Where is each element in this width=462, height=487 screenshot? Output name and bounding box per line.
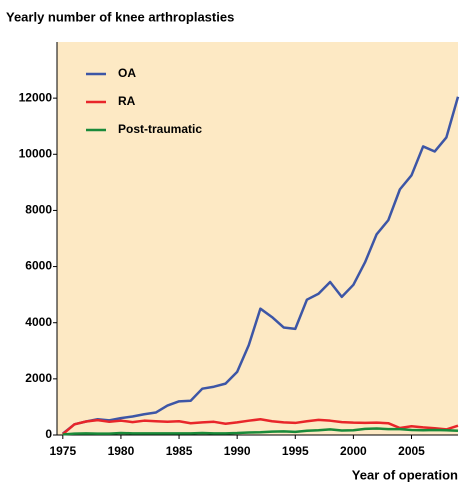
legend-label: Post-traumatic: [118, 122, 202, 136]
x-tick-label: 2000: [340, 444, 367, 458]
y-tick-label: 6000: [25, 259, 52, 273]
data-line: [62, 418, 459, 436]
legend-label: OA: [118, 66, 136, 80]
legend-label: RA: [118, 94, 136, 108]
data-line: [62, 427, 459, 436]
y-tick-label: 0: [45, 427, 52, 441]
chart-title: Yearly number of knee arthroplasties: [6, 9, 234, 24]
x-tick-label: 1995: [282, 444, 309, 458]
x-tick-label: 1975: [49, 444, 76, 458]
data-line: [62, 96, 460, 435]
y-tick-label: 10000: [19, 146, 53, 160]
x-tick-label: 1980: [108, 444, 135, 458]
y-tick-label: 2000: [25, 371, 52, 385]
plot-background: [57, 42, 458, 435]
y-tick-label: 4000: [25, 315, 52, 329]
x-tick-label: 1985: [166, 444, 193, 458]
y-tick-label: 8000: [25, 203, 52, 217]
x-tick-label: 1990: [224, 444, 251, 458]
x-axis-label: Year of operation: [352, 467, 458, 482]
y-tick-label: 12000: [19, 90, 53, 104]
x-tick-label: 2005: [398, 444, 425, 458]
